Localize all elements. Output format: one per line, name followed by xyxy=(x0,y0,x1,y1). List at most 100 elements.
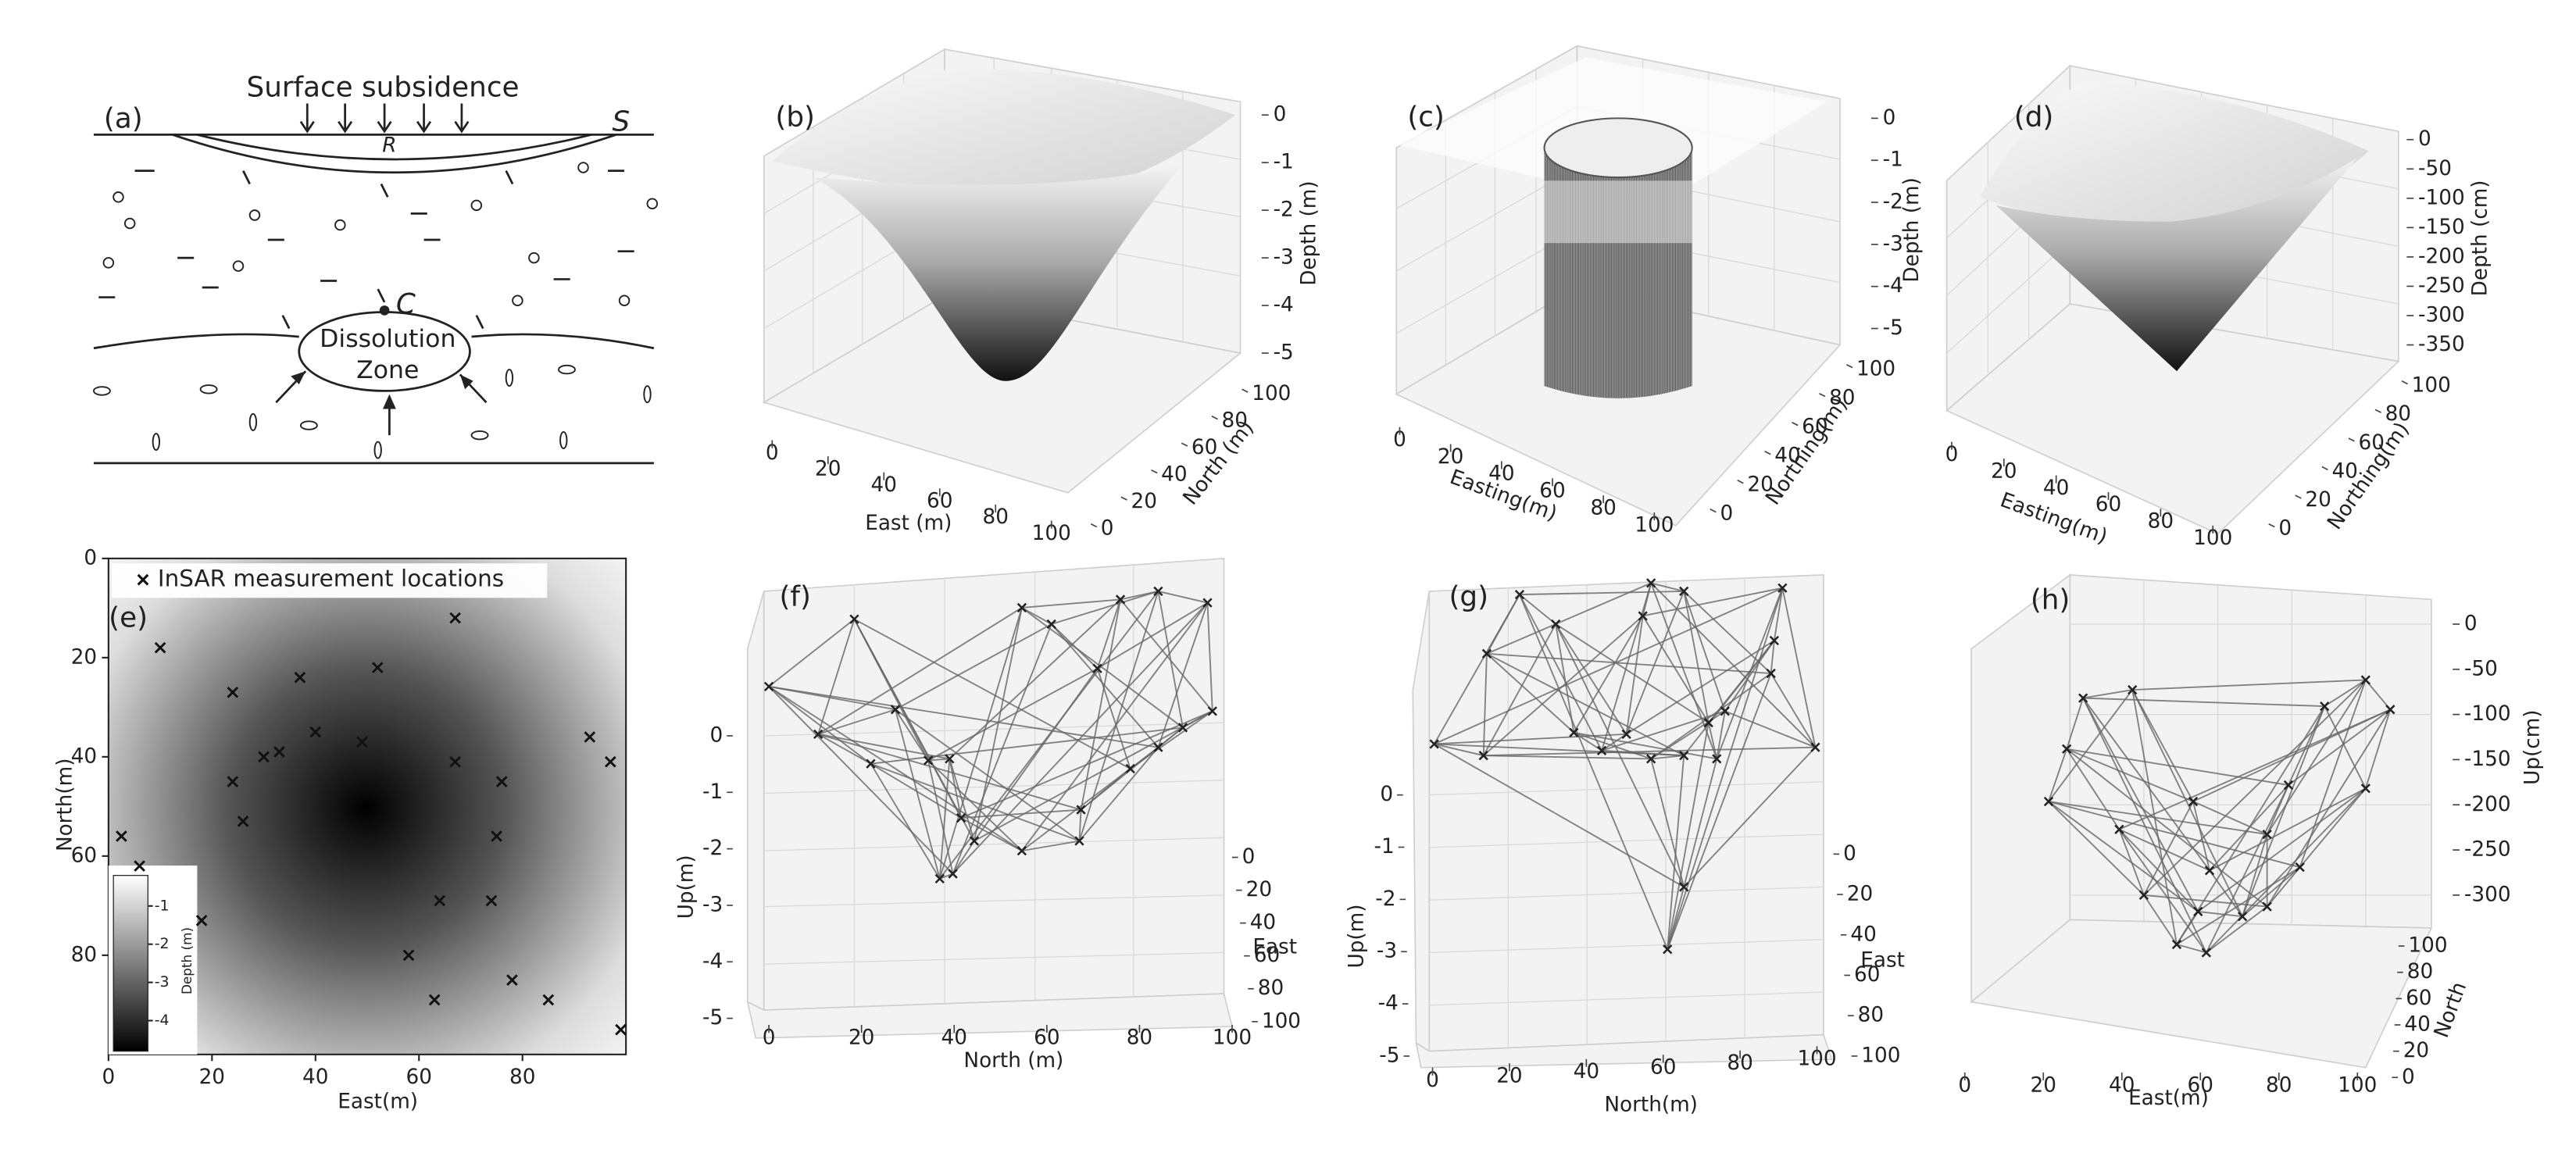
node xyxy=(2320,701,2330,712)
edge xyxy=(1434,743,1484,757)
edge xyxy=(2364,709,2392,789)
tick-mark xyxy=(2268,523,2275,528)
edge xyxy=(1120,598,1213,712)
tick-label: 0 xyxy=(766,441,779,465)
edge xyxy=(1555,623,1627,735)
edge xyxy=(2288,709,2391,786)
surface-plot xyxy=(762,48,1242,494)
node xyxy=(934,873,945,884)
node xyxy=(956,812,966,823)
edge xyxy=(952,840,975,875)
cavity-label: C xyxy=(396,288,416,320)
edge xyxy=(927,760,954,874)
edge xyxy=(1601,710,1726,751)
tick-label: 100 xyxy=(1861,1044,1900,1067)
edge xyxy=(2048,801,2145,896)
tick-label: 0 xyxy=(2464,612,2478,635)
tick-label: -250 xyxy=(2418,274,2465,298)
measurement-point xyxy=(227,686,239,698)
tick-label: 0 xyxy=(763,1026,776,1049)
tick-label: 40 xyxy=(1850,923,1876,946)
axis-title: East xyxy=(1860,949,1905,973)
edge xyxy=(2192,801,2268,835)
edge xyxy=(1667,722,1710,950)
edge xyxy=(2242,705,2326,917)
edge xyxy=(1486,594,1520,655)
y-axis-title: North(m) xyxy=(54,758,77,851)
axis-title: North xyxy=(2430,979,2471,1041)
tick-label: -4 xyxy=(1274,294,1294,317)
measurement-point xyxy=(449,612,461,624)
tick-label: 80 xyxy=(1858,1004,1884,1027)
tick-mark xyxy=(1151,469,1158,474)
edge xyxy=(2206,905,2268,954)
tick-label: 20 xyxy=(2403,1039,2429,1062)
tick-label: 40 xyxy=(2331,459,2357,483)
measurement-point xyxy=(584,731,596,743)
zone-label: Zone xyxy=(356,356,419,384)
edge xyxy=(1601,583,1652,751)
edge xyxy=(1716,711,1726,759)
edge xyxy=(1642,587,1783,617)
measurement-point xyxy=(542,994,555,1006)
tick-label: 0 xyxy=(1883,106,1896,130)
tick-label: 40 xyxy=(1250,911,1276,934)
node xyxy=(1621,729,1631,739)
tick-label: -4 xyxy=(702,950,723,973)
measurement-point xyxy=(116,830,127,842)
heatmap xyxy=(107,557,627,1055)
node xyxy=(2188,796,2199,807)
edge xyxy=(1482,653,1488,756)
tick-label: -3 xyxy=(1883,232,1903,255)
tick-label: 60 xyxy=(1854,963,1880,987)
node xyxy=(849,614,859,624)
tick-label: -1 xyxy=(1883,148,1903,172)
node xyxy=(1679,586,1689,597)
node xyxy=(1720,706,1730,716)
node xyxy=(1125,763,1135,774)
edge xyxy=(817,734,871,765)
edge xyxy=(2365,679,2392,710)
axis-title: North(m) xyxy=(1604,1094,1698,1117)
tick-label: -2 xyxy=(702,837,723,860)
x-tick-label: 80 xyxy=(509,1066,535,1089)
edge xyxy=(960,817,1023,851)
cylinder-plot xyxy=(1395,45,1842,527)
panel-label: (d) xyxy=(2014,101,2054,133)
tick-label: 0 xyxy=(1274,103,1287,127)
y-tick-label: 80 xyxy=(71,943,97,966)
axis-title: Up(m) xyxy=(674,855,698,919)
tick-label: -150 xyxy=(2418,216,2465,239)
colorbar-tick-label: -4 xyxy=(155,1012,170,1029)
tick-label: 100 xyxy=(1252,382,1291,405)
node xyxy=(945,754,955,764)
node xyxy=(1016,845,1027,856)
edge xyxy=(1078,747,1159,842)
measurement-point xyxy=(227,776,239,787)
tick-label: 80 xyxy=(1222,409,1248,433)
tick-label: 20 xyxy=(1747,473,1773,497)
edge xyxy=(2048,689,2133,802)
measurement-point xyxy=(237,816,249,827)
node xyxy=(2385,705,2396,715)
node xyxy=(1596,745,1607,756)
tick-label: -1 xyxy=(1274,151,1294,174)
edge xyxy=(1486,653,1574,734)
node xyxy=(813,729,824,739)
tick-label: 0 xyxy=(1380,783,1393,806)
edge xyxy=(1667,887,1685,950)
measurement-point xyxy=(134,860,145,872)
node xyxy=(1016,602,1027,613)
x-tick-label: 20 xyxy=(199,1066,225,1089)
edge xyxy=(2118,829,2207,954)
tick-label: -300 xyxy=(2418,303,2465,327)
node xyxy=(923,755,934,766)
measurement-point xyxy=(495,776,508,787)
edge xyxy=(1486,582,1652,655)
tick-label: 60 xyxy=(2406,987,2431,1010)
tick-label: -2 xyxy=(1274,198,1294,222)
colorbar xyxy=(113,875,148,1052)
edge xyxy=(817,619,856,735)
node xyxy=(1153,742,1163,752)
